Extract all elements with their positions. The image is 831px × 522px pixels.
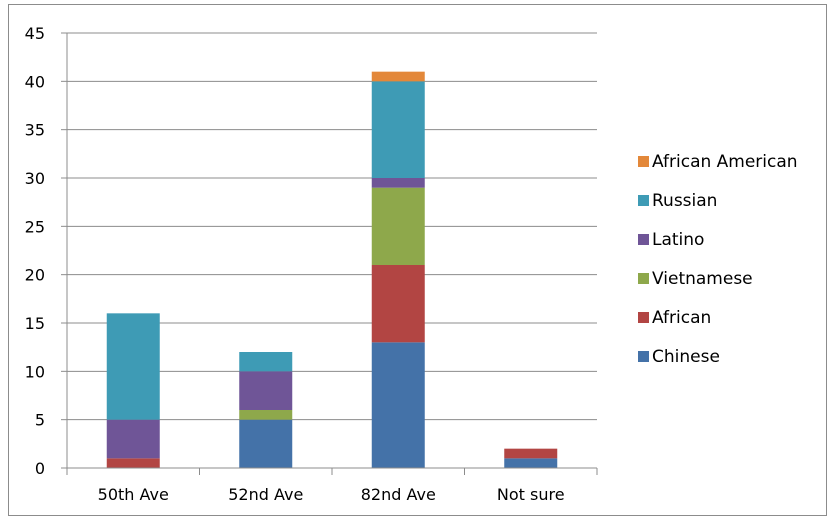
bar-segment: [106, 458, 160, 468]
bar-segment: [371, 71, 425, 82]
bar-segment: [239, 419, 293, 468]
legend-swatch: [638, 312, 649, 323]
bar-segment: [239, 352, 293, 372]
bar-segment: [504, 458, 558, 468]
y-tick-label: 30: [25, 169, 45, 188]
bar-segment: [106, 419, 160, 459]
y-axis-ticks: 0 5 10 15 20 25 30 35 40 45: [25, 24, 67, 478]
y-tick-label: 35: [25, 121, 45, 140]
y-tick-label: 0: [35, 459, 45, 478]
y-tick-label: 10: [25, 362, 45, 381]
legend-label: Chinese: [652, 347, 720, 367]
bar-segment: [371, 81, 425, 178]
legend-swatch: [638, 156, 649, 167]
bar-segment: [239, 410, 293, 420]
legend-swatch: [638, 195, 649, 206]
y-tick-label: 5: [35, 411, 45, 430]
bars: [106, 71, 558, 468]
y-tick-label: 15: [25, 314, 45, 333]
x-tick-label: 82nd Ave: [361, 485, 436, 504]
x-tick-label: Not sure: [497, 485, 565, 504]
legend-swatch: [638, 234, 649, 245]
y-tick-label: 20: [25, 266, 45, 285]
y-tick-label: 25: [25, 217, 45, 236]
x-axis-ticks: 50th Ave 52nd Ave 82nd Ave Not sure: [66, 468, 598, 504]
bar-segment: [371, 187, 425, 265]
bar-segment: [239, 371, 293, 410]
y-tick-label: 40: [25, 72, 45, 91]
legend-swatch: [638, 351, 649, 362]
legend: African American Russian Latino Vietnamese A…: [638, 152, 798, 367]
y-tick-label: 45: [25, 24, 45, 43]
legend-label: Russian: [652, 191, 717, 211]
x-tick-label: 50th Ave: [98, 485, 169, 504]
bar-segment: [371, 178, 425, 188]
bar-segment: [106, 313, 160, 420]
legend-label: African: [652, 308, 711, 328]
legend-label: African American: [652, 152, 798, 172]
bar-segment: [371, 265, 425, 343]
legend-swatch: [638, 273, 649, 284]
legend-label: Vietnamese: [652, 269, 753, 289]
bar-segment: [504, 448, 558, 459]
bar-segment: [371, 342, 425, 468]
x-tick-label: 52nd Ave: [228, 485, 303, 504]
legend-label: Latino: [652, 230, 704, 250]
